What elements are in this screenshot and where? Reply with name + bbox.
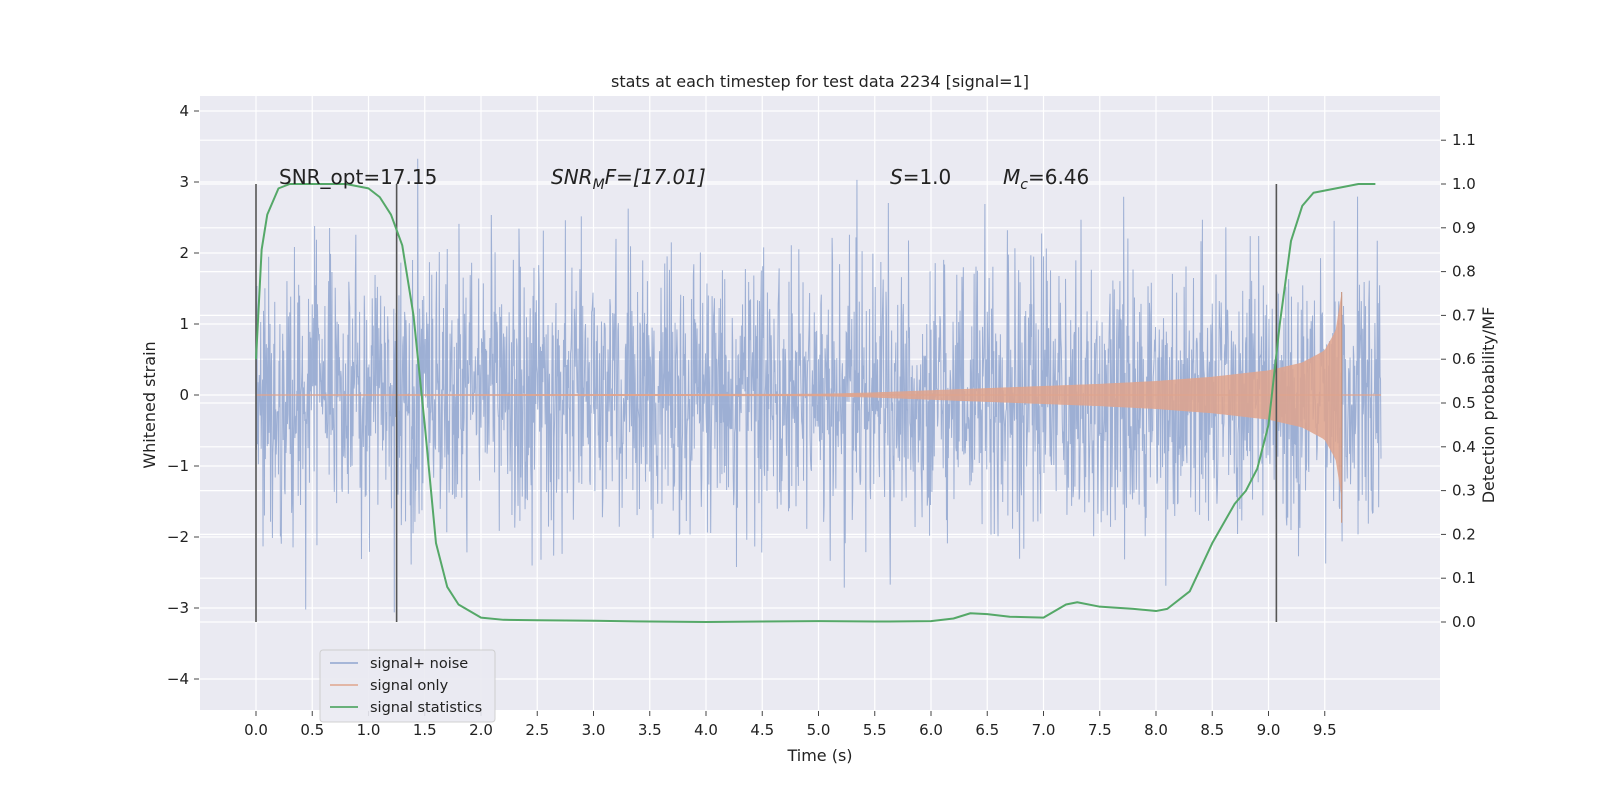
y-tick-label: −3 (167, 599, 189, 617)
signal-statistics-line (255, 183, 1376, 623)
ticks: 0.0 0.5 1.0 1.5 2.0 2.5 3.0 3.5 4.0 4.5 5.0 5.5 6.0 6… (167, 102, 1476, 739)
x-tick-label: 7.0 (1032, 721, 1056, 739)
x-tick-label: 5.5 (863, 721, 887, 739)
y-axis-label: Whitened strain (140, 341, 159, 468)
x-tick-label: 3.0 (582, 721, 606, 739)
y-tick-label: 0 (179, 386, 189, 404)
x-tick-label: 0.5 (300, 721, 324, 739)
x-tick-label: 4.5 (750, 721, 774, 739)
x-tick-label: 8.5 (1200, 721, 1224, 739)
y-right-tick-label: 0.2 (1452, 525, 1476, 543)
x-tick-label: 1.0 (357, 721, 381, 739)
annotation-snr-opt: SNR_opt=17.15 (279, 165, 437, 189)
annotation-mc: Mc=6.46 (1003, 165, 1089, 193)
x-tick-label: 2.5 (525, 721, 549, 739)
y-axis-right-label: Detection probability/MF (1479, 307, 1498, 504)
y-right-tick-label: 0.5 (1452, 394, 1476, 412)
y-tick-label: −4 (167, 670, 189, 688)
y-right-tick-label: 1.1 (1452, 131, 1476, 149)
legend-box (319, 649, 496, 723)
x-tick-label: 9.0 (1257, 721, 1281, 739)
legend-label-signal: signal only (370, 678, 449, 694)
y-right-tick-label: 0.3 (1452, 482, 1476, 500)
signal-statistics-series (255, 183, 1376, 623)
legend: signal+ noise signal only signal statist… (319, 649, 496, 723)
vertical-markers (255, 184, 1278, 622)
x-tick-label: 3.5 (638, 721, 662, 739)
y-right-tick-label: 0.0 (1452, 613, 1476, 631)
y-right-tick-label: 0.9 (1452, 219, 1476, 237)
x-tick-label: 2.0 (469, 721, 493, 739)
annotation-s: S=1.0 (890, 165, 951, 189)
signal-only-series (256, 292, 1381, 523)
x-tick-label: 8.0 (1144, 721, 1168, 739)
y-tick-label: 2 (179, 244, 189, 262)
y-tick-label: 3 (179, 173, 189, 191)
y-right-tick-label: 1.0 (1452, 175, 1476, 193)
y-right-tick-label: 0.4 (1452, 438, 1476, 456)
x-tick-label: 5.0 (807, 721, 831, 739)
y-tick-label: 4 (179, 102, 189, 120)
x-tick-label: 0.0 (244, 721, 268, 739)
x-axis-label: Time (s) (786, 746, 852, 765)
x-tick-label: 1.5 (413, 721, 437, 739)
y-right-tick-label: 0.8 (1452, 263, 1476, 281)
x-tick-label: 4.0 (694, 721, 718, 739)
y-right-tick-label: 0.7 (1452, 306, 1476, 324)
x-tick-label: 6.5 (975, 721, 999, 739)
chart-title: stats at each timestep for test data 223… (611, 72, 1029, 91)
y-tick-label: 1 (179, 315, 189, 333)
x-tick-label: 7.5 (1088, 721, 1112, 739)
x-tick-label: 6.0 (919, 721, 943, 739)
x-tick-label: 9.5 (1313, 721, 1337, 739)
legend-label-statistics: signal statistics (370, 700, 482, 716)
y-tick-label: −2 (167, 528, 189, 546)
signal-noise-line (255, 158, 1382, 613)
y-right-tick-label: 0.1 (1452, 569, 1476, 587)
annotation-snr-mf: SNRMF=[17.01] (551, 165, 706, 193)
signal-noise-series (255, 158, 1382, 613)
y-right-tick-label: 0.6 (1452, 350, 1476, 368)
y-tick-label: −1 (167, 457, 189, 475)
legend-label-noise: signal+ noise (370, 656, 468, 672)
